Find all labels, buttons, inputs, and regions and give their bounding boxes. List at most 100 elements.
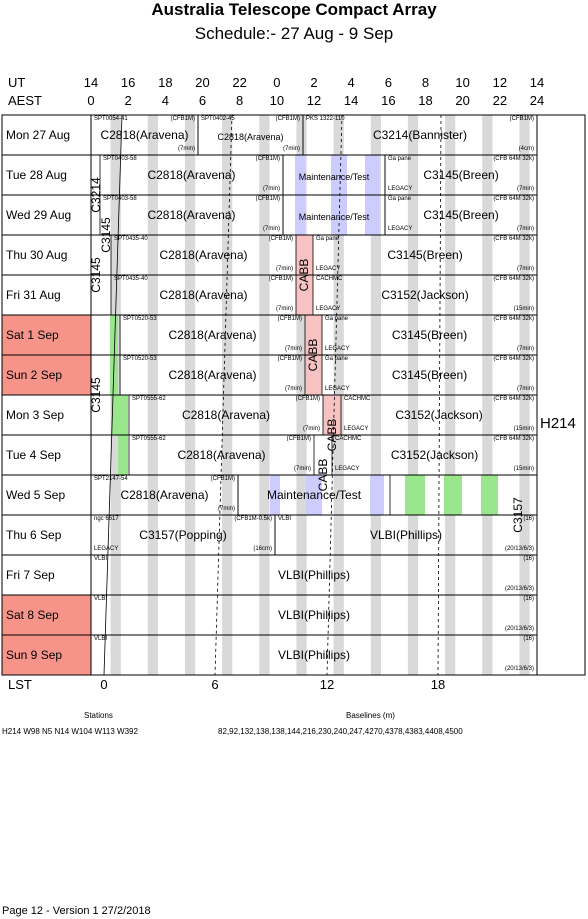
hour-band [519,515,530,555]
green-block [444,475,462,515]
day-label: Tue 4 Sep [6,448,61,462]
cell-receiver: (CFB1M) [277,316,302,322]
hour-band [407,635,419,675]
hour-band [184,475,196,515]
cell-receiver: (CFB 64M 32k) [493,196,534,202]
cell-cycle: (7min) [293,466,311,472]
cell-cycle: (7min) [262,226,280,232]
vertical-project-label: C3145 [89,377,103,413]
hour-band [482,435,493,475]
hour-band [259,595,270,635]
hour-band [482,195,493,235]
hour-band [184,635,196,675]
hour-band [333,555,344,595]
aest-tick: 6 [198,93,207,108]
hour-band [333,515,344,555]
hour-band [445,155,456,195]
aest-tick: 22 [492,93,508,108]
hour-band [333,635,344,675]
ut-tick: 14 [83,75,99,90]
cell-receiver: (CFB 64M 32k) [493,316,534,322]
hour-band [370,435,381,475]
hour-band [445,235,456,275]
cell-main-text: C2818(Aravena) [168,368,257,382]
aest-tick: 20 [455,93,470,108]
cell-source: Ga pane [388,156,412,162]
hour-band [110,475,121,515]
hour-band [370,515,381,555]
hour-band [519,235,530,275]
cell-main-text: C2818(Aravena) [100,128,189,142]
hour-band [147,595,158,635]
maintenance-band [306,475,322,515]
cell-main-text: C2818(Aravena) [159,248,248,262]
cell-legacy: LEGACY [325,346,350,352]
hour-band [407,115,419,155]
hour-band [259,355,270,395]
maintenance-band [295,195,305,235]
aest-tick: 14 [343,93,359,108]
ut-tick: 20 [195,75,210,90]
cell-cycle: (4cm) [518,146,534,152]
hour-band [370,555,381,595]
hour-band [184,355,196,395]
hour-band [407,395,419,435]
cell-main-text: C2818(Aravena) [120,488,209,502]
cell-cycle: (7min) [284,386,302,392]
cell-source: CACHMC [344,396,371,402]
hour-band [184,315,196,355]
cell-receiver: (CFB1M-0.5k) [234,516,272,522]
cell-source: VLBI [94,556,108,562]
cell-main-text: C3152(Jackson) [390,448,479,462]
cabb-block [323,395,341,435]
cell-receiver: (CFB 64M 32k) [493,156,534,162]
hour-band [370,595,381,635]
weekend-highlight [2,595,91,635]
cell-source: SPT0435-40 [114,276,148,282]
ut-tick: 18 [158,75,173,90]
hour-band [482,555,493,595]
cabb-block [305,355,322,395]
cell-receiver: (CFB1M) [268,236,293,242]
aest-label: AEST [8,93,42,108]
hour-band [259,635,270,675]
hour-band [184,275,196,315]
hour-band [184,155,196,195]
cell-source: SPT2147-54 [94,476,128,482]
hour-band [222,515,233,555]
cell-legacy: LEGACY [325,386,350,392]
hour-band [407,435,419,475]
hour-band [222,555,233,595]
hour-band [370,315,381,355]
cell-receiver: (CFB1M) [275,116,300,122]
cell-legacy: LEGACY [388,226,413,232]
ut-tick: 8 [421,75,430,90]
day-label: Sat 8 Sep [6,608,59,622]
aest-tick: 24 [529,93,545,108]
ut-tick: 4 [347,75,355,90]
cell-receiver: (CFB 64M 32k) [493,396,534,402]
cell-cycle: (20/13/6/3) [504,626,534,632]
cell-main-text: C3157(Popping) [139,528,227,542]
hour-band [445,395,456,435]
hour-band [147,515,158,555]
hour-band [407,275,419,315]
cell-cycle: (7min) [177,146,195,152]
day-label: Mon 27 Aug [6,128,71,142]
vertical-project-label: CABB [306,338,320,372]
cell-receiver: (16) [523,516,534,522]
baselines-label: Baselines (m) [346,711,395,720]
cell-receiver: (CFB1M) [509,116,534,122]
cell-source: SPT0402-45 [201,116,235,122]
aest-tick: 8 [236,93,244,108]
hour-band [259,515,270,555]
cell-cycle: (7min) [516,346,534,352]
green-block [118,435,128,475]
hour-band [519,595,530,635]
hour-band [519,155,530,195]
hour-band [482,595,493,635]
cell-legacy: LEGACY [388,186,413,192]
hour-band [482,635,493,675]
cell-main-text: C2818(Aravena) [159,288,248,302]
hour-band [110,275,121,315]
